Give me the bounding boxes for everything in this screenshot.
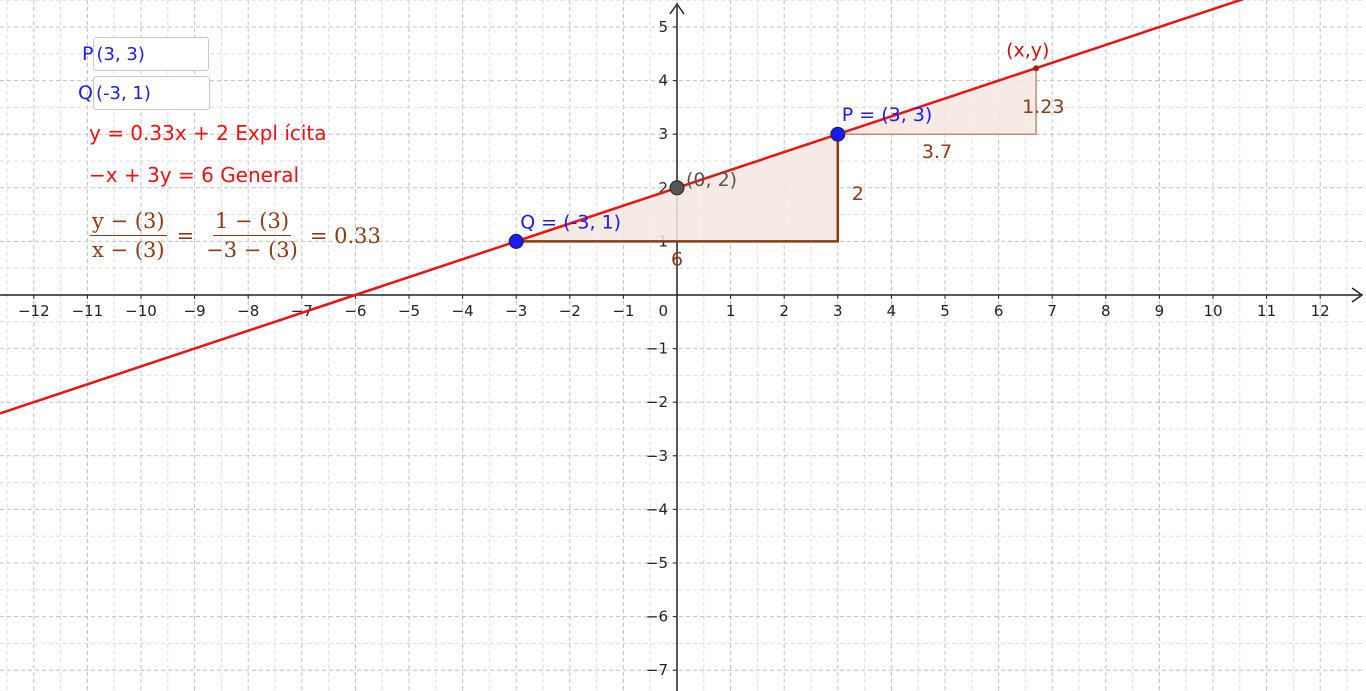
general-equation-text: −x + 3y = 6 <box>89 163 214 187</box>
x-tick-label: −10 <box>125 302 157 320</box>
x-tick-label: 4 <box>887 302 897 320</box>
run-label-small: 3.7 <box>922 141 952 163</box>
y-tick-label: 2 <box>658 179 668 197</box>
x-tick-label: 10 <box>1203 302 1222 320</box>
input-p-row: P <box>82 37 210 71</box>
x-tick-label: −8 <box>237 302 259 320</box>
x-tick-label: −5 <box>398 302 420 320</box>
y-tick-label: −1 <box>646 340 668 358</box>
x-tick-label: 7 <box>1047 302 1057 320</box>
x-tick-label: 5 <box>940 302 950 320</box>
x-tick-label: 11 <box>1257 302 1276 320</box>
slope-den-right: −3 − (3) <box>206 238 298 262</box>
point-label-Q: Q = (-3, 1) <box>520 211 621 233</box>
point-label-intercept: (0, 2) <box>686 169 737 191</box>
input-p-field[interactable] <box>93 37 210 71</box>
y-tick-label: 5 <box>658 18 668 36</box>
rise-label-small: 1.23 <box>1022 96 1064 118</box>
y-tick-label: −4 <box>646 500 668 518</box>
x-tick-label: −1 <box>612 302 634 320</box>
origin-label: 0 <box>658 302 668 320</box>
x-tick-label: 9 <box>1155 302 1165 320</box>
x-tick-label: −3 <box>505 302 527 320</box>
slope-equals: = <box>176 223 195 248</box>
y-tick-label: −7 <box>646 661 668 679</box>
x-tick-label: −9 <box>184 302 206 320</box>
x-tick-label: −11 <box>72 302 104 320</box>
slope-fraction-right: 1 − (3) −3 − (3) <box>204 209 300 262</box>
slope-fraction-left: y − (3) x − (3) <box>90 209 167 262</box>
x-tick-label: 8 <box>1101 302 1111 320</box>
y-tick-label: −5 <box>646 554 668 572</box>
y-tick-label: 4 <box>658 72 668 90</box>
general-equation-label: General <box>220 163 300 187</box>
x-axis-arrow <box>1351 287 1364 303</box>
x-tick-label: −6 <box>344 302 366 320</box>
x-tick-label: 12 <box>1311 302 1330 320</box>
input-p-label: P <box>82 43 94 65</box>
x-tick-label: 3 <box>833 302 843 320</box>
run-label-large: 6 <box>671 248 683 270</box>
explicit-equation-label: Expl ícita <box>235 121 327 145</box>
slope-num-left: y − (3) <box>90 209 167 236</box>
slope-triangles: 6 2 3.7 1.23 <box>516 68 1064 270</box>
y-tick-label: −2 <box>646 393 668 411</box>
point-xy <box>1033 65 1040 72</box>
slope-triangle-legs-small <box>837 68 1037 135</box>
slope-num-right: 1 − (3) <box>212 209 292 236</box>
rise-label-large: 2 <box>852 183 864 205</box>
point-P <box>830 126 846 142</box>
y-tick-label: −3 <box>646 447 668 465</box>
x-tick-label: −4 <box>452 302 474 320</box>
slope-formula[interactable]: y − (3) x − (3) = 1 − (3) −3 − (3) = 0.3… <box>86 209 387 262</box>
y-axis-arrow <box>669 2 685 15</box>
input-q-field[interactable] <box>92 76 210 110</box>
slope-triangle-legs-large <box>516 134 840 243</box>
input-q-row: Q <box>78 76 210 110</box>
point-label-xy: (x,y) <box>1006 39 1049 61</box>
point-intercept <box>669 180 685 196</box>
x-tick-label: −12 <box>18 302 50 320</box>
x-tick-label: 2 <box>779 302 789 320</box>
slope-den-left: x − (3) <box>92 238 165 262</box>
x-tick-label: −2 <box>559 302 581 320</box>
input-q-label: Q <box>78 82 93 104</box>
point-label-P: P = (3, 3) <box>842 104 933 126</box>
point-Q <box>508 233 524 249</box>
general-equation[interactable]: −x + 3y = 6 General <box>89 163 299 187</box>
points-layer: P = (3, 3) Q = (-3, 1) (0, 2) (x,y) <box>508 39 1049 249</box>
y-tick-label: 3 <box>658 125 668 143</box>
explicit-equation[interactable]: y = 0.33x + 2 Expl ícita <box>89 121 327 145</box>
x-tick-label: 1 <box>726 302 736 320</box>
slope-result: = 0.33 <box>309 223 381 248</box>
y-tick-label: −6 <box>646 608 668 626</box>
x-tick-label: 6 <box>994 302 1004 320</box>
tick-labels: −12 −11 −10 −9 −8 −7 −6 −5 −4 −3 −2 −1 1 2 3 4 5 6 7 8 9 10 11… <box>18 18 1330 679</box>
explicit-equation-text: y = 0.33x + 2 <box>89 121 229 145</box>
